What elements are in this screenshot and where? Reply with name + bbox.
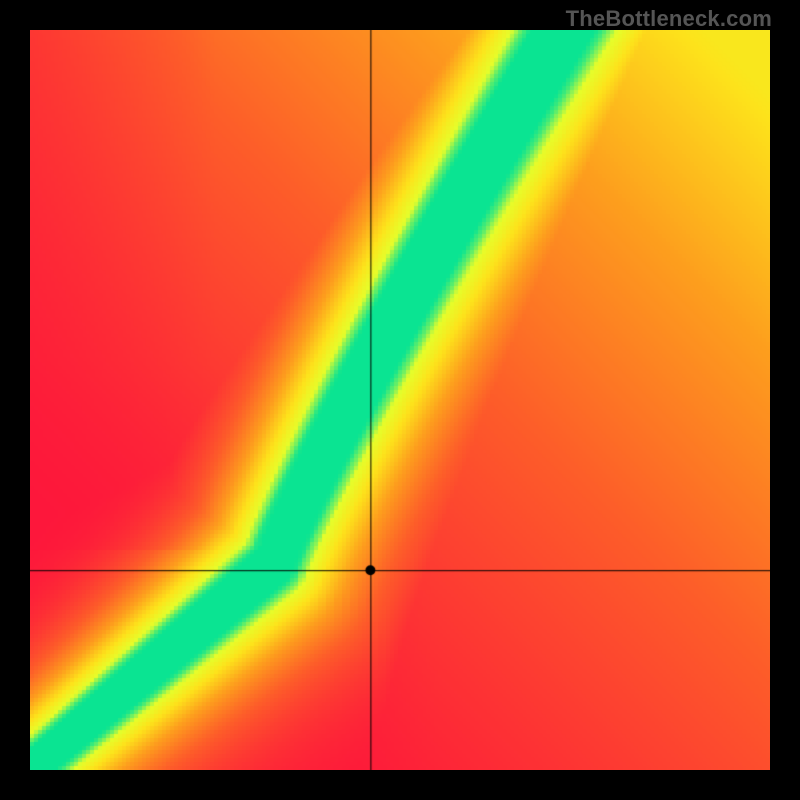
bottleneck-heatmap [30, 30, 770, 770]
watermark-text: TheBottleneck.com [566, 6, 772, 32]
